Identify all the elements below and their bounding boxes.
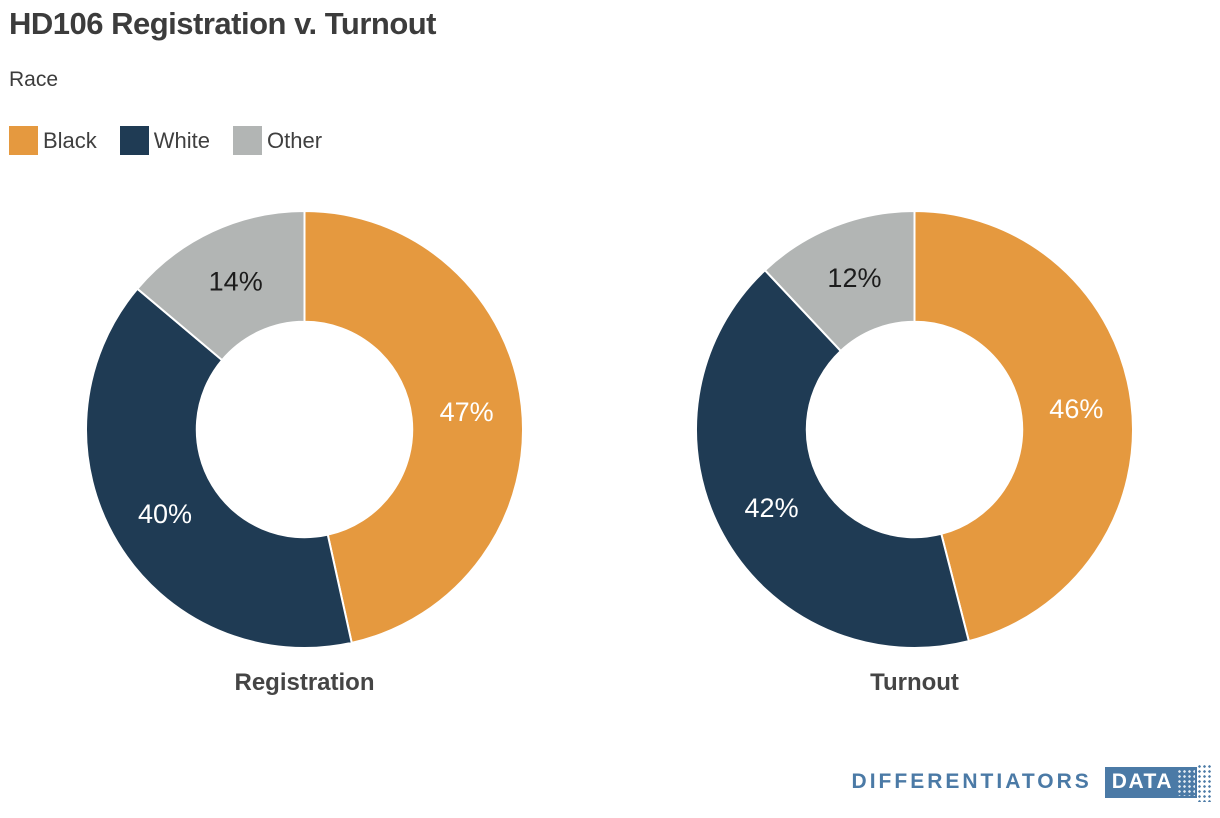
donut-slice-other: [135, 209, 306, 362]
legend-label: White: [153, 127, 211, 153]
brand-wordmark: DIFFERENTIATORS: [851, 770, 1092, 793]
legend-label: Black: [43, 127, 97, 153]
legend: Black White Other: [9, 126, 322, 155]
slice-value-label: 12%: [827, 263, 881, 293]
legend-swatch-other: [233, 126, 263, 155]
registration-caption: Registration: [234, 669, 375, 696]
legend-item-other: Other: [233, 126, 322, 155]
legend-item-white: White: [119, 126, 211, 155]
donut-slice-white: [695, 268, 971, 649]
brand-logo: DIFFERENTIATORS DATA: [851, 763, 1212, 802]
registration-donut-chart: 47% 40% 14%: [84, 209, 525, 650]
registration-donut-svg: 47% 40% 14%: [85, 209, 524, 649]
donut-slice-white: [85, 287, 353, 649]
donut-slice-other: [763, 209, 916, 353]
slice-value-label: 14%: [209, 267, 263, 297]
legend-swatch-black: [9, 126, 38, 155]
chart-subtitle: Race: [9, 68, 59, 91]
turnout-donut-chart: 46% 42% 12%: [694, 209, 1135, 650]
slice-value-label: 42%: [745, 493, 799, 523]
page-title: HD106 Registration v. Turnout: [9, 6, 437, 41]
slice-value-label: 46%: [1049, 394, 1103, 424]
pixel-dissolve-decoration: [1197, 763, 1212, 802]
donut-slice-black: [913, 209, 1134, 643]
legend-label: Other: [267, 127, 323, 153]
slice-value-label: 40%: [138, 499, 192, 529]
brand-badge-label: DATA: [1111, 769, 1173, 793]
donut-slice-black: [303, 209, 524, 645]
pixel-dissolve-decoration: [1177, 768, 1195, 796]
slice-value-label: 47%: [440, 397, 494, 427]
legend-swatch-white: [119, 126, 149, 155]
turnout-donut-svg: 46% 42% 12%: [695, 209, 1134, 649]
turnout-caption: Turnout: [870, 669, 959, 696]
brand-data-badge: DATA: [1104, 763, 1212, 802]
legend-item-black: Black: [9, 126, 97, 155]
